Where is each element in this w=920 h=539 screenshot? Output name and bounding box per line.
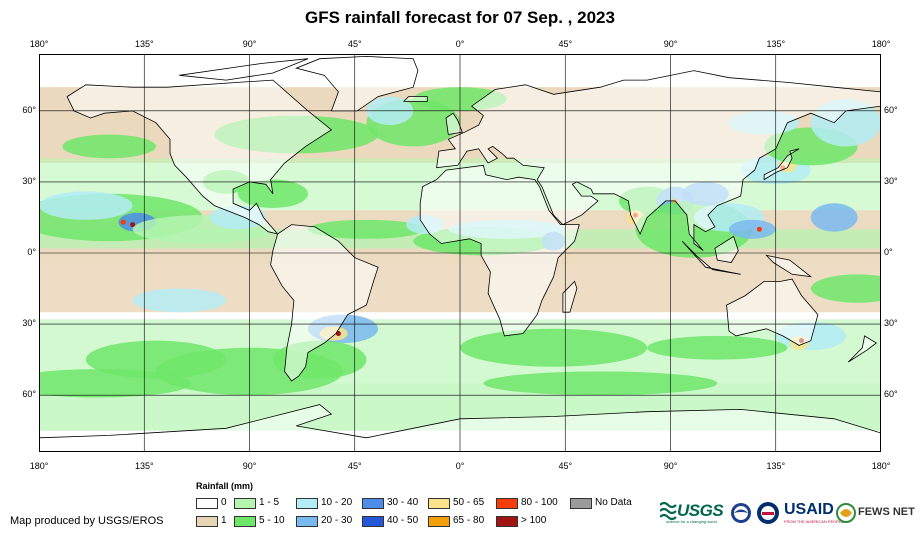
lon-tick-bottom: 135°	[766, 461, 786, 471]
noaa-logo-icon	[730, 497, 752, 529]
legend-label: 80 - 100	[521, 497, 558, 508]
legend-swatch	[196, 498, 218, 509]
lon-tick-bottom: 0°	[455, 461, 465, 471]
legend-swatch	[496, 498, 518, 509]
landmass-new-zealand	[848, 335, 878, 363]
lon-tick-bottom: 45°	[558, 461, 573, 471]
rain-cell	[810, 274, 881, 303]
lon-tick-top: 135°	[766, 39, 786, 49]
graticule	[39, 54, 881, 452]
lon-tick-top: 90°	[663, 39, 678, 49]
rain-peak	[756, 226, 762, 232]
map-canvas	[39, 54, 881, 452]
landmass-arctic-islands	[179, 58, 309, 81]
usaid-logo-text: USAID	[784, 501, 834, 518]
lat-tick-left: 0°	[27, 247, 36, 257]
legend-swatch	[496, 516, 518, 527]
landmass-greenland	[295, 55, 419, 112]
lon-tick-top: 180°	[29, 39, 49, 49]
legend-swatch	[234, 498, 256, 509]
lon-tick-bottom: 90°	[242, 461, 257, 471]
rain-peak	[130, 222, 136, 228]
lat-tick-right: 30°	[884, 318, 898, 329]
rain-cell	[85, 340, 227, 379]
landmass-australia	[726, 278, 819, 346]
lat-tick-right: 30°	[884, 175, 898, 186]
rain-cell	[39, 191, 133, 220]
legend-label: 0	[221, 497, 227, 508]
lon-tick-bottom: 180°	[29, 461, 49, 471]
partner-logos: USGS science for a changing world USAID …	[660, 497, 916, 529]
map-credit: Map produced by USGS/EROS	[10, 515, 164, 527]
fewsnet-logo-text: FEWS NET	[858, 506, 915, 518]
rain-cell	[460, 328, 648, 367]
lon-tick-bottom: 90°	[663, 461, 678, 471]
legend-label: 65 - 80	[453, 515, 485, 526]
landmass-eurasia	[436, 70, 881, 251]
legend-label: 5 - 10	[259, 515, 285, 526]
rain-cell	[728, 219, 776, 239]
lat-tick-left: 60°	[22, 104, 36, 115]
legend-swatch	[296, 516, 318, 527]
fewsnet-logo-icon: FEWS NET	[836, 497, 916, 529]
rain-peak	[120, 219, 126, 225]
lat-tick-left: 60°	[22, 389, 36, 400]
legend-label: 1 - 5	[259, 497, 280, 508]
map-title: GFS rainfall forecast for 07 Sep. , 2023	[305, 8, 615, 27]
usgs-logo-icon: USGS science for a changing world	[660, 497, 728, 529]
landmass-south-america	[270, 224, 379, 382]
lon-tick-top: 180°	[871, 39, 891, 49]
legend-label: 1	[221, 515, 227, 526]
rain-cell	[307, 219, 425, 239]
usaid-seal-icon: USAID FROM THE AMERICAN PEOPLE	[754, 497, 844, 529]
rain-cell	[483, 371, 718, 396]
legend-swatch	[234, 516, 256, 527]
lat-tick-left: 30°	[22, 175, 36, 186]
lon-tick-top: 0°	[455, 39, 465, 49]
lat-tick-left: 30°	[22, 318, 36, 329]
map-frame	[39, 54, 881, 452]
landmass-indonesia	[681, 240, 741, 275]
legend-label: 10 - 20	[321, 497, 353, 508]
legend-swatch	[428, 516, 450, 527]
usgs-tagline: science for a changing world	[666, 519, 717, 524]
legend-swatch	[428, 498, 450, 509]
lon-tick-bottom: 135°	[134, 461, 154, 471]
legend-swatch	[296, 498, 318, 509]
lat-tick-right: 60°	[884, 389, 898, 400]
legend-label: > 100	[521, 515, 547, 526]
rainfall-map	[39, 54, 881, 452]
legend-label: 30 - 40	[387, 497, 419, 508]
landmass-japan	[763, 148, 800, 181]
usaid-tagline: FROM THE AMERICAN PEOPLE	[784, 519, 844, 524]
landmass-iceland	[402, 96, 428, 102]
lat-tick-right: 0°	[884, 247, 893, 257]
legend-label: 50 - 65	[453, 497, 485, 508]
legend-label: 40 - 50	[387, 515, 419, 526]
legend-label: No Data	[595, 497, 632, 508]
usgs-logo-text: USGS	[677, 501, 724, 520]
lon-tick-top: 45°	[558, 39, 573, 49]
legend-title: Rainfall (mm)	[196, 481, 254, 491]
lat-tick-right: 60°	[884, 104, 898, 115]
legend-label: 20 - 30	[321, 515, 353, 526]
rain-cell	[647, 335, 788, 360]
legend-swatch	[362, 498, 384, 509]
lon-tick-bottom: 180°	[871, 461, 891, 471]
lon-tick-top: 90°	[242, 39, 257, 49]
landmass-north-america	[66, 79, 333, 235]
landmass-new-guinea	[765, 254, 813, 278]
rain-cell	[39, 369, 191, 398]
rain-cell	[810, 203, 858, 232]
lon-tick-top: 45°	[347, 39, 362, 49]
rain-cell	[62, 134, 156, 159]
rain-cell	[132, 288, 227, 313]
legend-swatch	[362, 516, 384, 527]
landmass-madagascar	[562, 280, 578, 313]
lon-tick-top: 135°	[134, 39, 154, 49]
lon-tick-bottom: 45°	[347, 461, 362, 471]
landmass-borneo	[714, 235, 739, 263]
legend-swatch	[196, 516, 218, 527]
legend-swatch	[570, 498, 592, 509]
